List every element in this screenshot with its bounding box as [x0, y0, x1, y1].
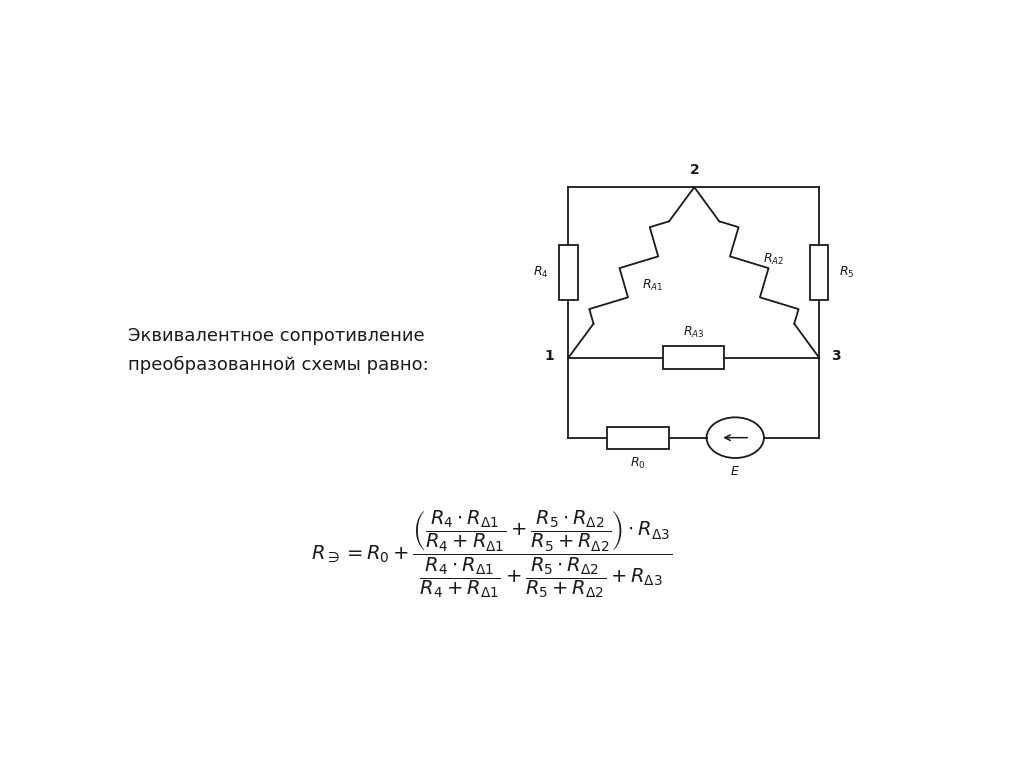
Text: $R_4$: $R_4$: [534, 265, 549, 280]
Bar: [664, 346, 725, 369]
Text: $R_{A1}$: $R_{A1}$: [641, 278, 663, 293]
Bar: [607, 427, 669, 449]
Bar: [810, 245, 828, 300]
Text: $R_{\mathsf{\ni}} = R_0 + \dfrac{\left(\dfrac{R_4 \cdot R_{\Delta 1}}{R_4 + R_{\: $R_{\mathsf{\ni}} = R_0 + \dfrac{\left(\…: [311, 508, 672, 600]
Text: $R_5$: $R_5$: [839, 265, 854, 280]
Circle shape: [707, 417, 764, 458]
Text: $E$: $E$: [730, 465, 740, 478]
Text: 1: 1: [544, 349, 554, 362]
Text: $R_{A3}$: $R_{A3}$: [683, 326, 705, 340]
Text: 3: 3: [831, 349, 841, 362]
Text: 2: 2: [689, 163, 699, 177]
Text: Эквивалентное сопротивление: Эквивалентное сопротивление: [128, 327, 425, 345]
Text: преобразованной схемы равно:: преобразованной схемы равно:: [128, 356, 429, 374]
Text: $R_{A2}$: $R_{A2}$: [763, 252, 784, 266]
Bar: [559, 245, 578, 300]
Text: $R_0$: $R_0$: [630, 456, 646, 471]
